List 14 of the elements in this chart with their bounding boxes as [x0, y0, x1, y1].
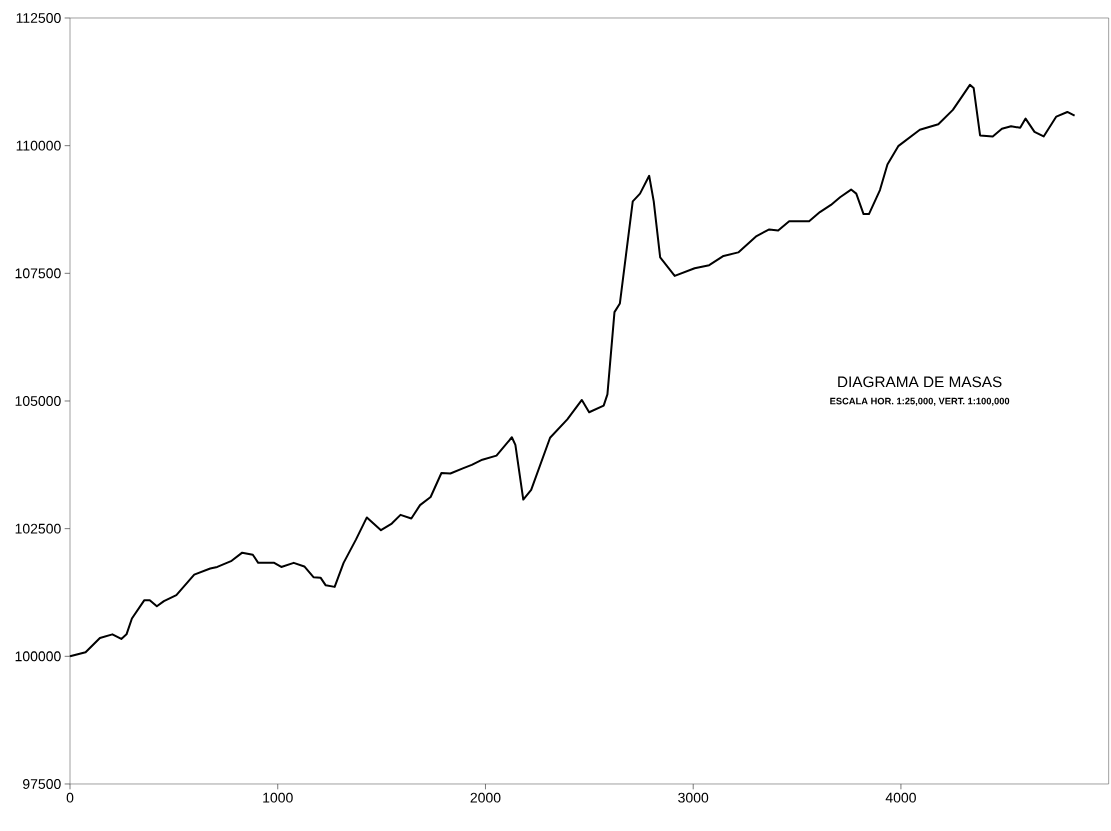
- y-tick-label: 105000: [15, 396, 61, 406]
- y-tick-label: 107500: [15, 268, 61, 279]
- y-tick-label: 100000: [15, 651, 61, 662]
- y-tick-label: 110000: [16, 140, 61, 151]
- y-tick-label: 97500: [23, 779, 61, 789]
- y-tick-label: 102500: [15, 523, 61, 534]
- x-tick-label: 1000: [263, 792, 293, 803]
- x-tick-label: 3000: [678, 792, 709, 803]
- annotation: ESCALA HOR. 1:25,000, VERT. 1:100,000: [830, 397, 1010, 406]
- x-tick-label: 0: [66, 792, 74, 803]
- x-tick-label: 2000: [470, 792, 501, 803]
- annotation: DIAGRAMA DE MASAS: [838, 376, 1002, 388]
- x-tick-label: 4000: [885, 792, 916, 803]
- y-tick-label: 112500: [16, 13, 61, 23]
